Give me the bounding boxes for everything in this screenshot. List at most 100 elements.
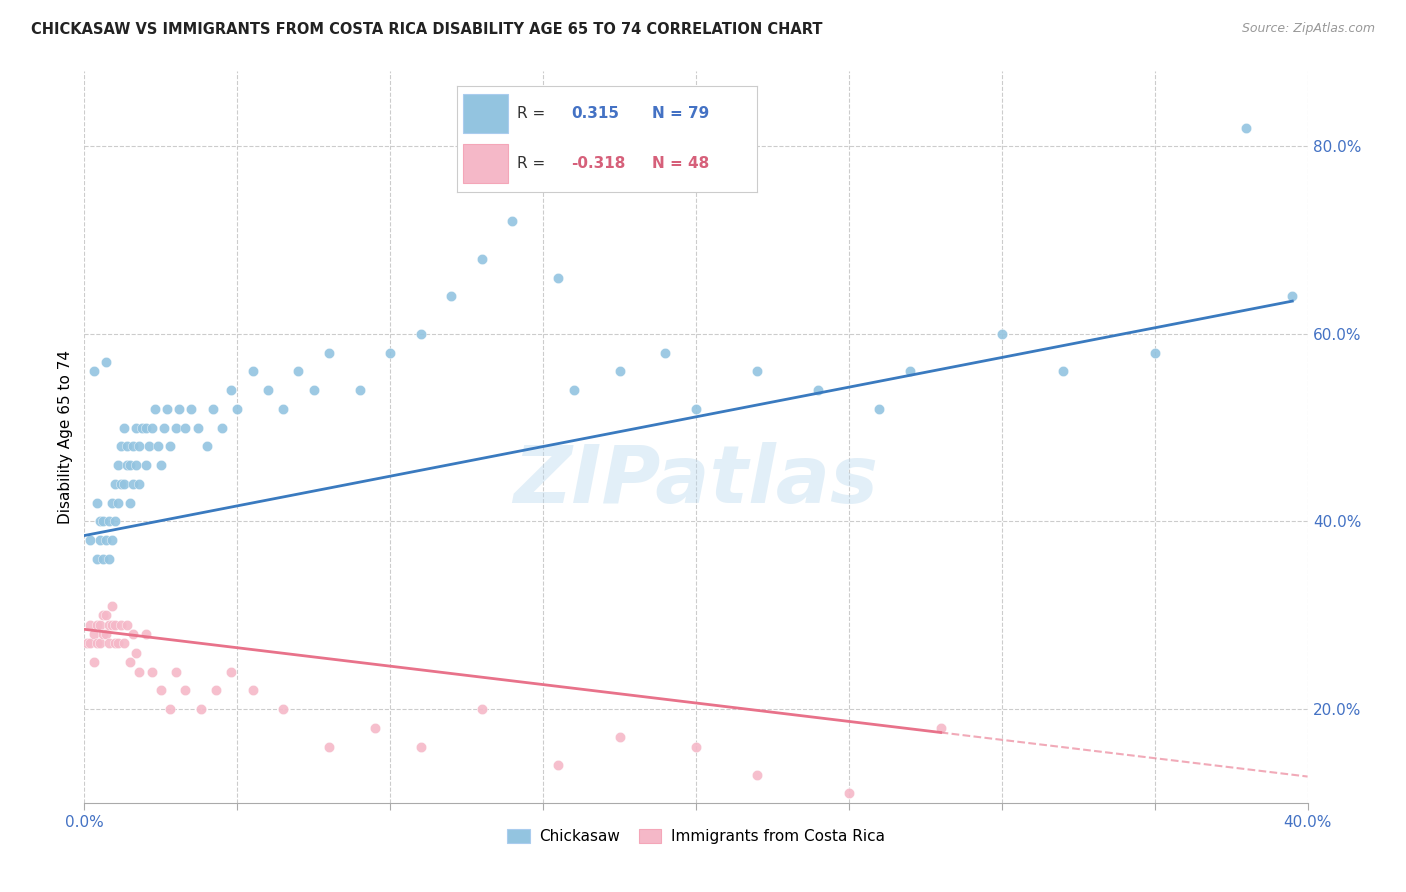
Point	[94, 355, 117, 369]
Point	[440, 289, 463, 303]
Point	[110, 617, 132, 632]
Point	[83, 655, 105, 669]
Point	[120, 655, 142, 669]
Point	[112, 636, 135, 650]
Point	[107, 636, 129, 650]
Point	[349, 383, 371, 397]
Point	[165, 665, 187, 679]
Point	[180, 401, 202, 416]
Point	[86, 496, 108, 510]
Text: ZIPatlas: ZIPatlas	[513, 442, 879, 520]
Point	[97, 636, 120, 650]
Point	[471, 702, 494, 716]
Point	[562, 383, 585, 397]
Point	[101, 617, 124, 632]
Text: Source: ZipAtlas.com: Source: ZipAtlas.com	[1241, 22, 1375, 36]
Point	[122, 440, 145, 454]
Point	[747, 767, 769, 781]
Point	[685, 739, 707, 754]
Point	[101, 533, 124, 548]
Point	[146, 440, 169, 454]
Point	[89, 533, 111, 548]
Point	[97, 552, 120, 566]
Point	[79, 533, 101, 548]
Point	[685, 401, 707, 416]
Point	[838, 786, 860, 800]
Point	[110, 477, 132, 491]
Point	[219, 665, 242, 679]
Point	[991, 326, 1014, 341]
Point	[471, 252, 494, 266]
Point	[94, 533, 117, 548]
Point	[86, 636, 108, 650]
Point	[409, 326, 432, 341]
Point	[156, 401, 179, 416]
Point	[89, 617, 111, 632]
Point	[747, 364, 769, 378]
Point	[89, 515, 111, 529]
Point	[125, 646, 148, 660]
Point	[135, 458, 157, 473]
Point	[91, 627, 114, 641]
Point	[869, 401, 891, 416]
Point	[122, 627, 145, 641]
Point	[898, 364, 921, 378]
Point	[104, 477, 127, 491]
Point	[174, 420, 197, 434]
Point	[110, 440, 132, 454]
Point	[547, 270, 569, 285]
Point	[91, 515, 114, 529]
Point	[89, 636, 111, 650]
Point	[143, 401, 166, 416]
Point	[94, 627, 117, 641]
Point	[159, 702, 181, 716]
Point	[141, 665, 163, 679]
Point	[547, 758, 569, 772]
Point	[94, 608, 117, 623]
Point	[112, 477, 135, 491]
Point	[104, 515, 127, 529]
Point	[205, 683, 228, 698]
Point	[271, 702, 294, 716]
Point	[929, 721, 952, 735]
Point	[128, 477, 150, 491]
Y-axis label: Disability Age 65 to 74: Disability Age 65 to 74	[58, 350, 73, 524]
Point	[104, 636, 127, 650]
Point	[141, 420, 163, 434]
Point	[135, 627, 157, 641]
Point	[226, 401, 249, 416]
Point	[112, 420, 135, 434]
Point	[242, 683, 264, 698]
Point	[83, 627, 105, 641]
Point	[125, 420, 148, 434]
Point	[125, 458, 148, 473]
Point	[271, 401, 294, 416]
Point	[128, 665, 150, 679]
Point	[287, 364, 309, 378]
Point	[609, 364, 631, 378]
Text: CHICKASAW VS IMMIGRANTS FROM COSTA RICA DISABILITY AGE 65 TO 74 CORRELATION CHAR: CHICKASAW VS IMMIGRANTS FROM COSTA RICA …	[31, 22, 823, 37]
Point	[83, 364, 105, 378]
Point	[318, 345, 340, 359]
Point	[219, 383, 242, 397]
Point	[153, 420, 176, 434]
Point	[91, 552, 114, 566]
Point	[97, 515, 120, 529]
Point	[318, 739, 340, 754]
Point	[101, 599, 124, 613]
Point	[380, 345, 402, 359]
Point	[1236, 120, 1258, 135]
Point	[104, 617, 127, 632]
Point	[101, 496, 124, 510]
Point	[211, 420, 233, 434]
Point	[190, 702, 212, 716]
Point	[79, 617, 101, 632]
Point	[195, 440, 218, 454]
Point	[86, 552, 108, 566]
Point	[97, 617, 120, 632]
Point	[138, 440, 160, 454]
Legend: Chickasaw, Immigrants from Costa Rica: Chickasaw, Immigrants from Costa Rica	[501, 822, 891, 850]
Point	[86, 617, 108, 632]
Point	[135, 420, 157, 434]
Point	[1281, 289, 1303, 303]
